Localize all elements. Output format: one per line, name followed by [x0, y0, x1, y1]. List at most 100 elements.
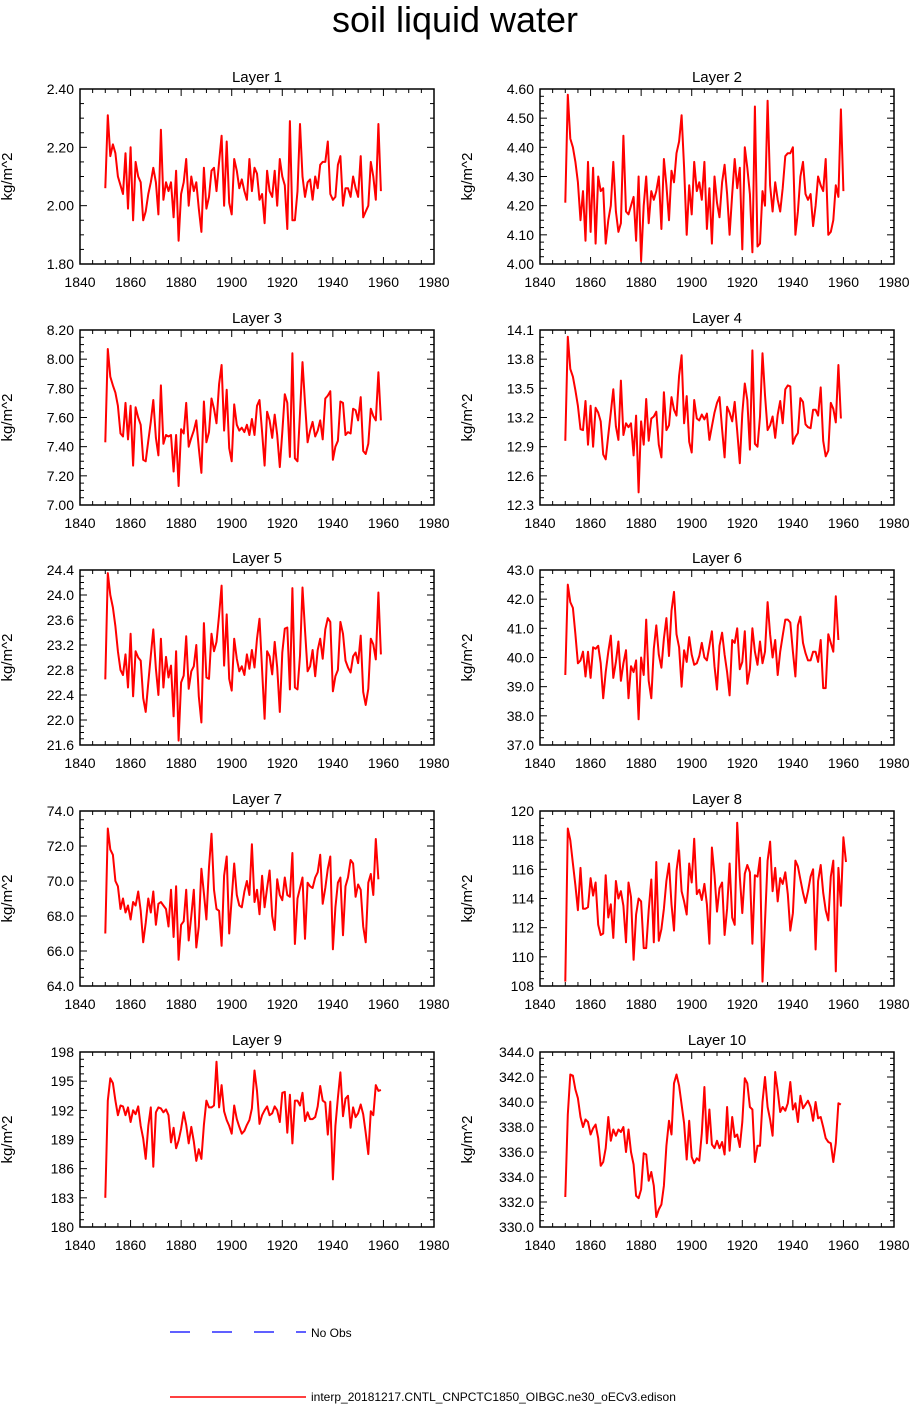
layer-2-xtick-label: 1860	[575, 274, 606, 290]
layer-2-xtick-label: 1840	[524, 274, 555, 290]
layer-9-series-line	[104, 1060, 382, 1198]
layer-1-xtick-label: 1880	[166, 274, 197, 290]
layer-3-xtick-label: 1840	[64, 515, 95, 531]
layer-2-series-line	[564, 93, 845, 263]
layer-4-series-line	[564, 335, 842, 494]
layer-5-ytick-label: 21.6	[47, 737, 74, 753]
layer-7-ytick-label: 64.0	[47, 978, 74, 994]
layer-4-ytick-label: 14.1	[507, 322, 534, 338]
layer-10-plot-frame	[539, 1051, 895, 1228]
layer-7-ytick-label: 66.0	[47, 943, 74, 959]
layer-2-ylabel: kg/m^2	[459, 153, 476, 201]
layer-2-ytick-label: 4.50	[507, 110, 534, 126]
layer-3-series-line	[104, 348, 382, 487]
layer-9-xtick-label: 1900	[216, 1237, 247, 1253]
layer-3-xtick-label: 1940	[317, 515, 348, 531]
layer-5-xtick-label: 1940	[317, 755, 348, 771]
layer-7-ytick-label: 74.0	[47, 803, 74, 819]
layer-10-xtick-label: 1940	[777, 1237, 808, 1253]
layer-10-ytick-label: 330.0	[499, 1219, 534, 1235]
layer-6-ytick-label: 37.0	[507, 737, 534, 753]
layer-4-xtick-label: 1940	[777, 515, 808, 531]
layer-4-xtick-label: 1980	[878, 515, 909, 531]
layer-10-title: Layer 10	[688, 1032, 746, 1049]
layer-2-xtick-label: 1880	[626, 274, 657, 290]
layer-2-ytick-label: 4.10	[507, 227, 534, 243]
layer-10-xtick-label: 1900	[676, 1237, 707, 1253]
layer-6-xtick-label: 1980	[878, 755, 909, 771]
layer-1-plot-frame	[79, 88, 435, 265]
layer-6-plot-frame	[539, 569, 895, 746]
layer-8-xtick-label: 1840	[524, 996, 555, 1012]
layer-3-ytick-label: 7.40	[47, 439, 74, 455]
layer-7-plot-frame	[79, 810, 435, 987]
layer-7-xtick-label: 1840	[64, 996, 95, 1012]
layer-8-xtick-label: 1880	[626, 996, 657, 1012]
layer-5-xtick-label: 1920	[267, 755, 298, 771]
figure-title: soil liquid water	[331, 0, 579, 40]
layer-5-plot-frame	[79, 569, 435, 746]
layer-7-xtick-label: 1860	[115, 996, 146, 1012]
layer-5-ytick-label: 24.0	[47, 587, 74, 603]
layer-6-xtick-label: 1960	[828, 755, 859, 771]
layer-5-ytick-label: 24.4	[47, 562, 74, 578]
layer-8-plot-frame	[539, 810, 895, 987]
layer-5-ytick-label: 23.6	[47, 612, 74, 628]
layer-6-xtick-label: 1920	[727, 755, 758, 771]
layer-4-plot-frame	[539, 329, 895, 506]
layer-6-xtick-label: 1860	[575, 755, 606, 771]
layer-10-xtick-label: 1840	[524, 1237, 555, 1253]
layer-10-xtick-label: 1880	[626, 1237, 657, 1253]
layer-9-xtick-label: 1880	[166, 1237, 197, 1253]
layer-7-ytick-label: 68.0	[47, 908, 74, 924]
layer-8-xtick-label: 1940	[777, 996, 808, 1012]
layer-8-ytick-label: 110	[512, 949, 535, 965]
layer-1-title: Layer 1	[232, 69, 282, 86]
layer-2-plot-frame	[539, 88, 895, 265]
layer-6-ytick-label: 40.0	[507, 650, 534, 666]
layer-9-ytick-label: 198	[51, 1044, 75, 1060]
layer-10-ytick-label: 334.0	[499, 1169, 534, 1185]
layer-1-ytick-label: 2.00	[47, 198, 74, 214]
layer-7-xtick-label: 1980	[418, 996, 449, 1012]
layer-10-ytick-label: 336.0	[499, 1144, 534, 1160]
layer-9-ytick-label: 180	[51, 1219, 75, 1235]
layer-8-title: Layer 8	[692, 791, 742, 808]
layer-4-xtick-label: 1840	[524, 515, 555, 531]
layer-1-ytick-label: 1.80	[47, 256, 74, 272]
layer-1-xtick-label: 1840	[64, 274, 95, 290]
layer-8-ytick-label: 112	[512, 920, 535, 936]
layer-1-ytick-label: 2.40	[47, 81, 74, 97]
layer-2-xtick-label: 1940	[777, 274, 808, 290]
layer-9-xtick-label: 1860	[115, 1237, 146, 1253]
layer-3-xtick-label: 1920	[267, 515, 298, 531]
layer-3-ytick-label: 7.60	[47, 410, 74, 426]
layer-9-plot-frame	[79, 1051, 435, 1228]
layer-7-xtick-label: 1900	[216, 996, 247, 1012]
layer-3-xtick-label: 1980	[418, 515, 449, 531]
layer-4-ytick-label: 12.3	[507, 497, 534, 513]
layer-5-xtick-label: 1980	[418, 755, 449, 771]
layer-2-ytick-label: 4.20	[507, 198, 534, 214]
layer-9-xtick-label: 1920	[267, 1237, 298, 1253]
layer-10-ylabel: kg/m^2	[459, 1116, 476, 1164]
layer-2-ytick-label: 4.40	[507, 139, 534, 155]
layer-1-series-line	[104, 114, 382, 242]
layer-2-xtick-label: 1980	[878, 274, 909, 290]
layer-8-ylabel: kg/m^2	[459, 875, 476, 923]
layer-6-ylabel: kg/m^2	[459, 634, 476, 682]
layer-4-xtick-label: 1860	[575, 515, 606, 531]
layer-5-ytick-label: 22.8	[47, 662, 74, 678]
layer-8-ytick-label: 114	[512, 891, 535, 907]
layer-7-ylabel: kg/m^2	[0, 875, 16, 923]
layer-1-xtick-label: 1980	[418, 274, 449, 290]
layer-9-ylabel: kg/m^2	[0, 1116, 16, 1164]
layer-10-ytick-label: 338.0	[499, 1119, 534, 1135]
layer-6-xtick-label: 1900	[676, 755, 707, 771]
layer-5-xtick-label: 1880	[166, 755, 197, 771]
layer-3-plot-frame	[79, 329, 435, 506]
layer-8-xtick-label: 1960	[828, 996, 859, 1012]
layer-6-ytick-label: 41.0	[507, 620, 534, 636]
layer-5-xtick-label: 1860	[115, 755, 146, 771]
